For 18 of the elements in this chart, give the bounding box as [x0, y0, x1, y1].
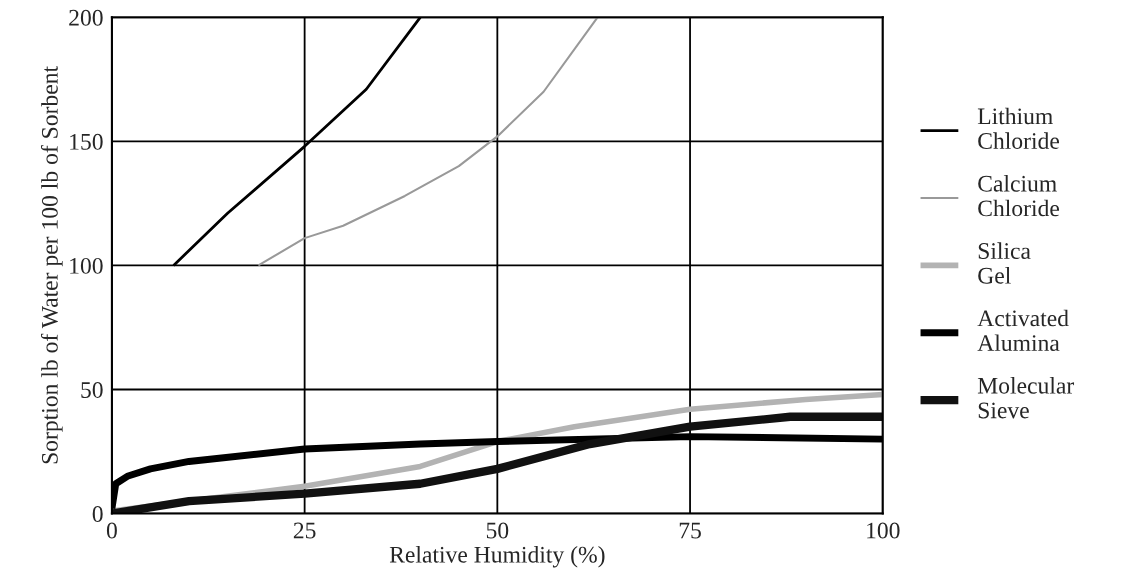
- x-tick-label: 0: [106, 522, 117, 539]
- legend-label: Molecular Sieve: [977, 377, 1075, 419]
- legend-label: Silica Gel: [978, 242, 1031, 284]
- y-tick-label: 200: [69, 9, 103, 26]
- y-axis-title: Sorption lb of Water per 100 lb of Sorbent: [40, 66, 63, 464]
- x-tick-label: 25: [293, 522, 316, 539]
- x-tick-label: 50: [486, 522, 509, 539]
- legend-label: Calcium Chloride: [978, 175, 1060, 217]
- legend-label: Lithium Chloride: [977, 107, 1060, 149]
- x-tick-label: 100: [867, 522, 900, 539]
- y-tick-label: 0: [92, 506, 103, 522]
- y-tick-label: 100: [70, 257, 103, 274]
- y-tick-label: 50: [81, 381, 103, 398]
- y-tick-label: 150: [70, 133, 103, 150]
- x-axis-title: Relative Humidity (%): [389, 546, 605, 568]
- line-series: [257, 17, 599, 267]
- x-tick-label: 75: [679, 522, 701, 539]
- legend-label: Activated Alumina: [977, 309, 1069, 352]
